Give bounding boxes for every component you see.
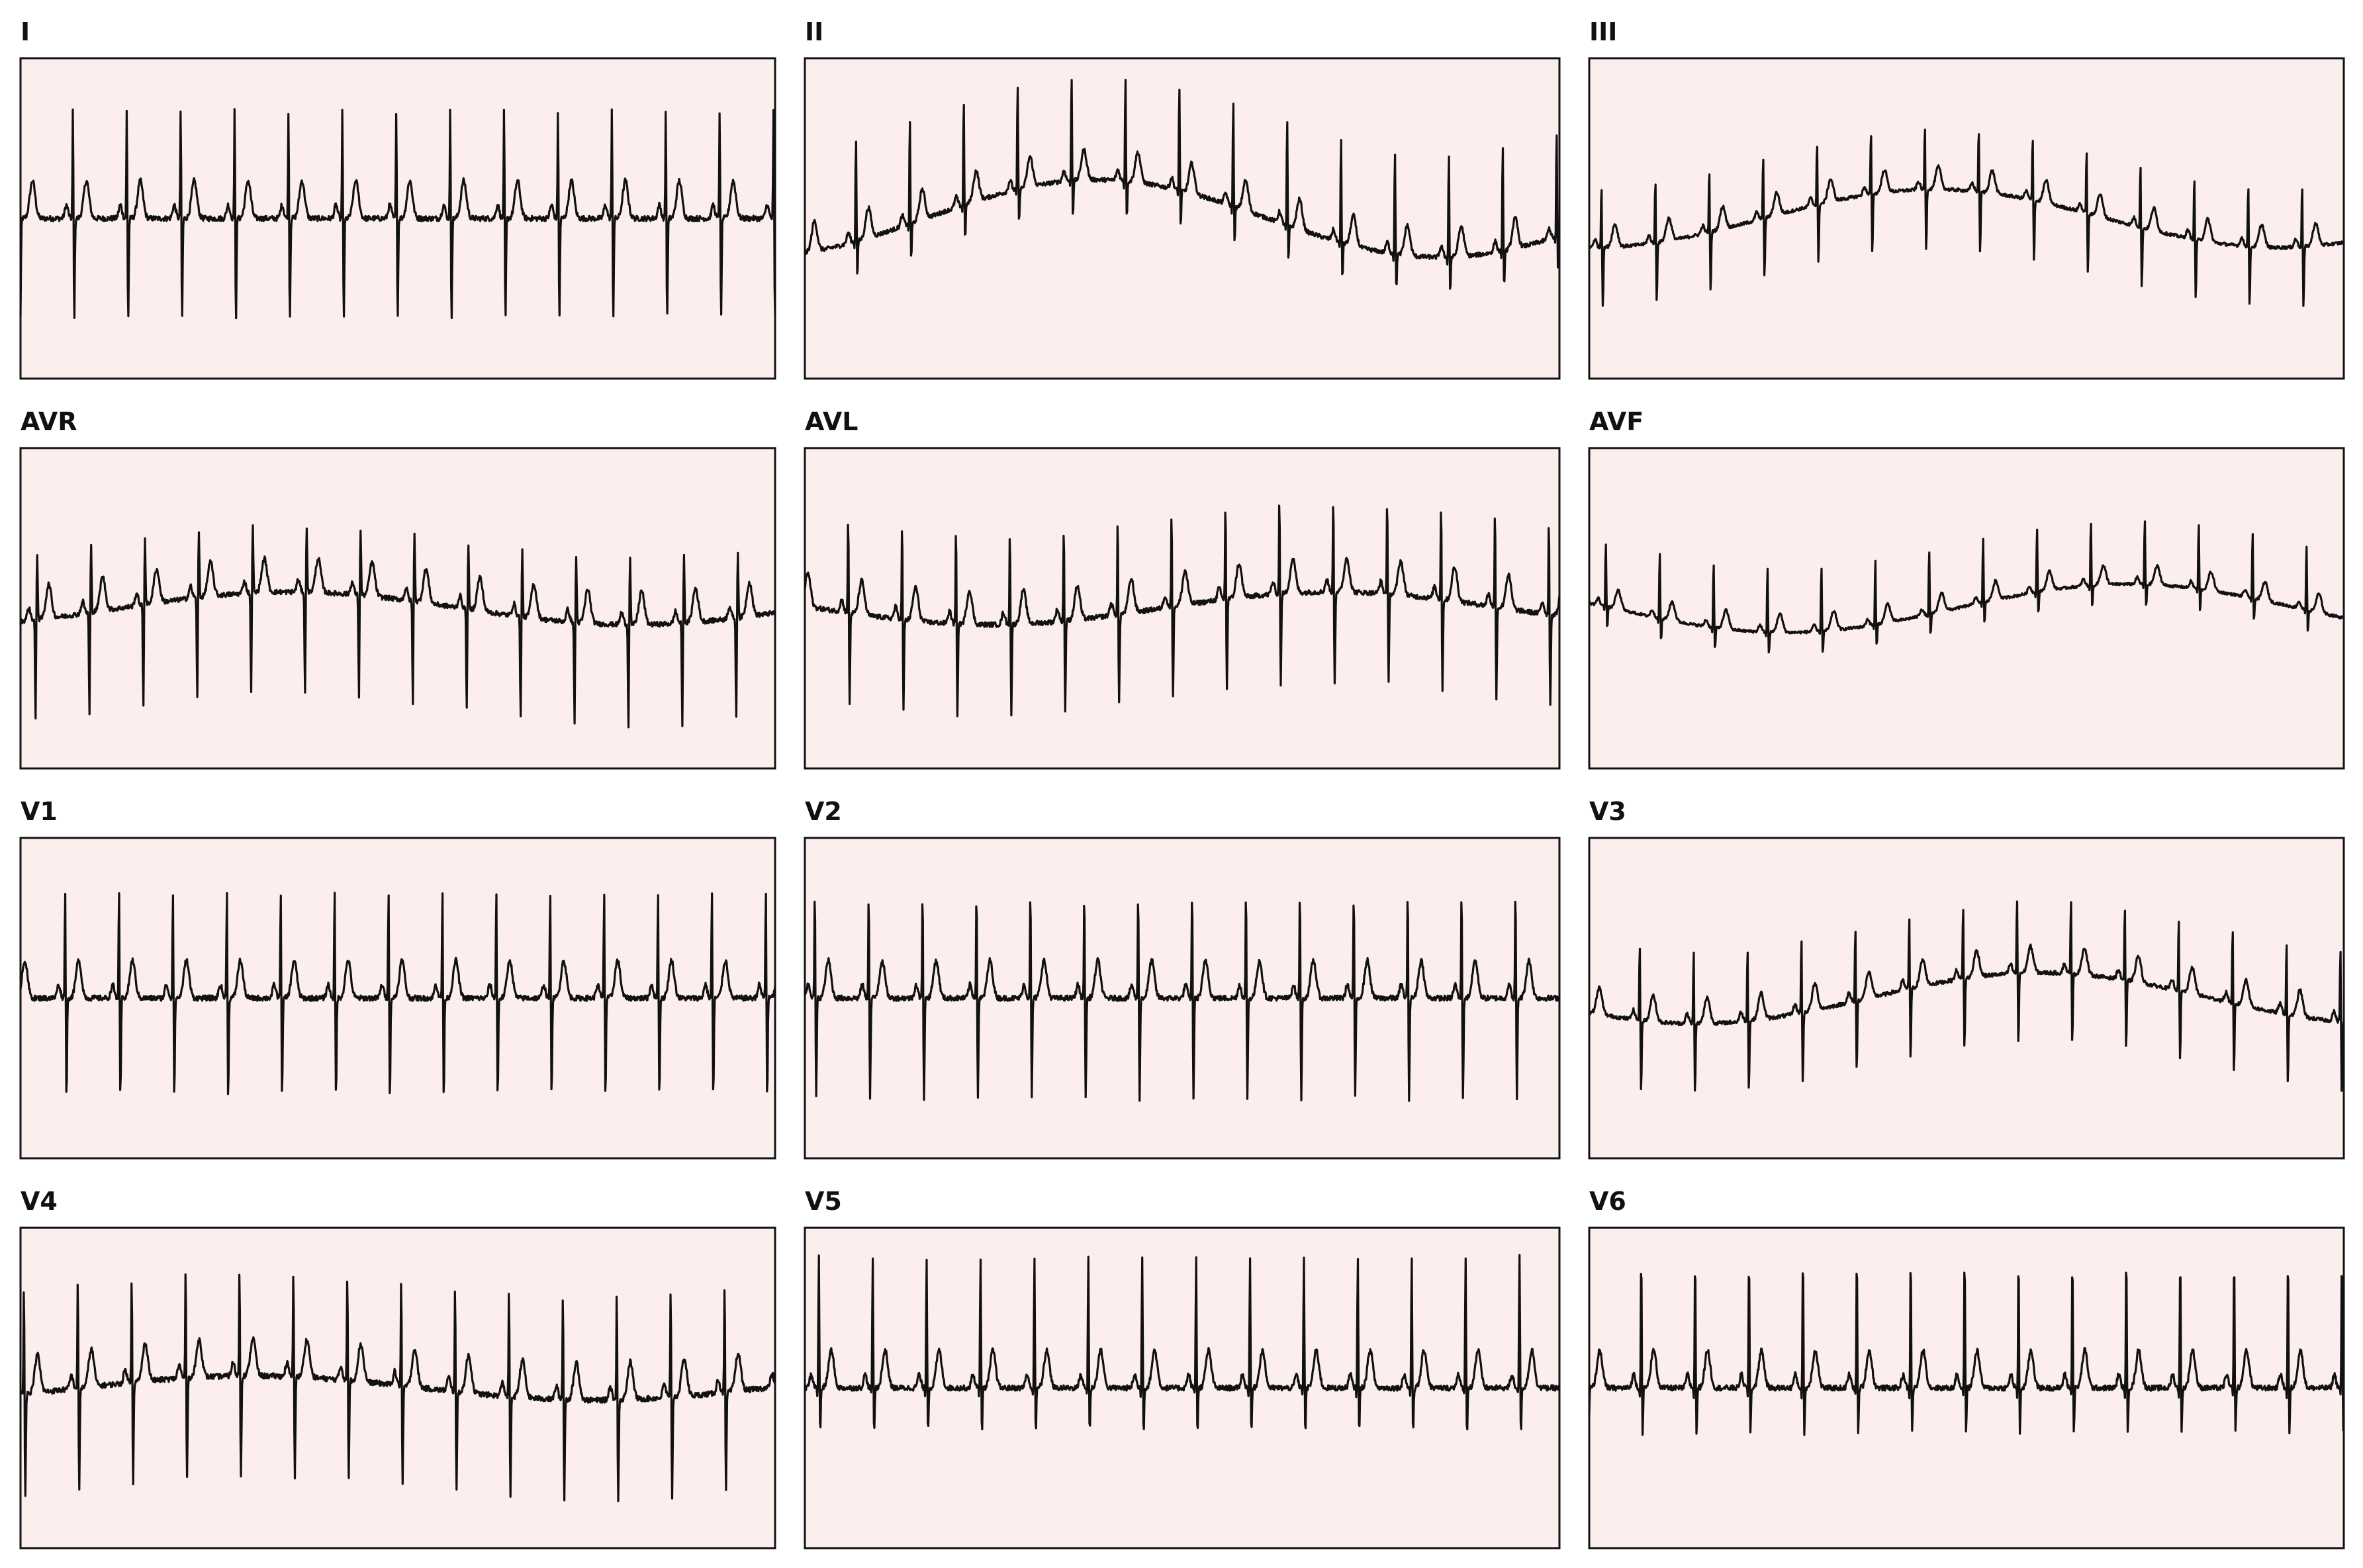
lead-frame bbox=[19, 1226, 776, 1549]
lead-frame bbox=[19, 447, 776, 770]
lead-trace bbox=[19, 892, 776, 1095]
lead-frame bbox=[1588, 837, 2345, 1160]
lead-panel-i: I bbox=[19, 17, 776, 380]
lead-title: AVR bbox=[21, 407, 77, 436]
lead-title: III bbox=[1589, 17, 1617, 46]
lead-trace bbox=[804, 900, 1561, 1102]
lead-trace bbox=[1588, 1271, 2345, 1436]
lead-frame bbox=[1588, 57, 2345, 380]
lead-panel-v2: V2 bbox=[804, 797, 1561, 1160]
lead-panel-v6: V6 bbox=[1588, 1187, 2345, 1549]
lead-panel-v4: V4 bbox=[19, 1187, 776, 1549]
lead-panel-v1: V1 bbox=[19, 797, 776, 1160]
lead-frame bbox=[1588, 447, 2345, 770]
lead-frame bbox=[804, 447, 1561, 770]
lead-panel-iii: III bbox=[1588, 17, 2345, 380]
lead-trace bbox=[1588, 128, 2345, 307]
lead-panel-avl: AVL bbox=[804, 407, 1561, 770]
lead-panel-v5: V5 bbox=[804, 1187, 1561, 1549]
lead-title: V2 bbox=[805, 797, 842, 826]
lead-title: AVF bbox=[1589, 407, 1644, 436]
lead-panel-ii: II bbox=[804, 17, 1561, 380]
lead-title: AVL bbox=[805, 407, 858, 436]
lead-panel-avf: AVF bbox=[1588, 407, 2345, 770]
lead-panel-avr: AVR bbox=[19, 407, 776, 770]
lead-trace bbox=[1588, 520, 2345, 654]
lead-title: V6 bbox=[1589, 1187, 1626, 1216]
lead-trace bbox=[804, 1254, 1561, 1430]
lead-trace bbox=[804, 79, 1561, 290]
lead-title: V3 bbox=[1589, 797, 1626, 826]
lead-title: I bbox=[21, 17, 30, 46]
lead-title: V4 bbox=[21, 1187, 58, 1216]
lead-trace bbox=[804, 504, 1561, 717]
lead-trace bbox=[19, 1273, 776, 1502]
lead-trace bbox=[19, 524, 776, 729]
lead-panel-v3: V3 bbox=[1588, 797, 2345, 1160]
lead-title: V1 bbox=[21, 797, 58, 826]
lead-trace bbox=[19, 108, 776, 320]
lead-title: II bbox=[805, 17, 823, 46]
lead-trace bbox=[1588, 900, 2345, 1092]
lead-title: V5 bbox=[805, 1187, 842, 1216]
